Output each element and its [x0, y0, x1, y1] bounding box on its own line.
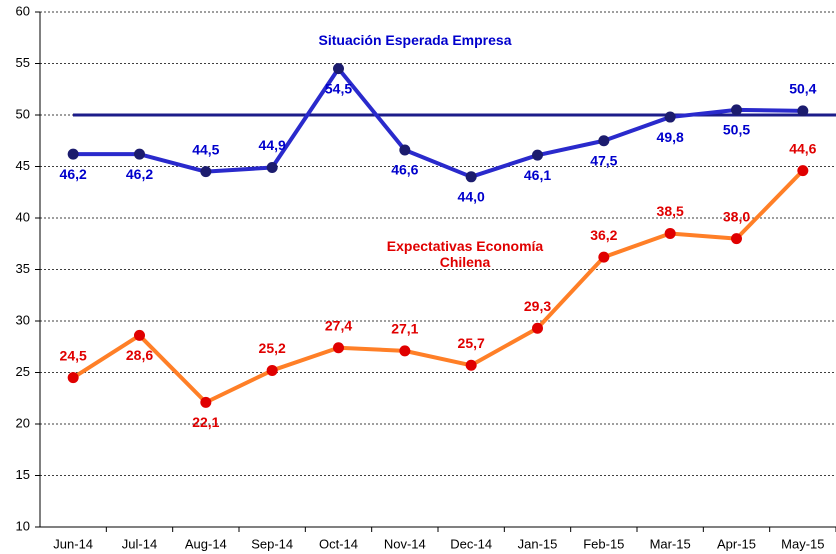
- marker: [532, 149, 543, 161]
- data-label: 27,4: [325, 317, 352, 333]
- y-tick-label: 55: [16, 55, 30, 70]
- data-label: 47,5: [590, 152, 617, 168]
- x-tick-label: Jun-14: [53, 536, 93, 551]
- marker: [200, 396, 212, 408]
- data-label: 46,6: [391, 162, 418, 178]
- series-line: [73, 66, 803, 179]
- y-tick-label: 35: [16, 261, 30, 276]
- x-tick-label: Apr-15: [717, 536, 756, 551]
- y-tick-label: 20: [16, 415, 30, 430]
- marker: [797, 165, 809, 177]
- marker: [399, 144, 411, 156]
- marker: [333, 342, 344, 354]
- marker: [532, 322, 543, 334]
- marker: [266, 364, 278, 376]
- marker: [797, 105, 809, 117]
- data-label: 54,5: [325, 80, 352, 96]
- series-label: Expectativas Economía Chilena: [386, 238, 544, 270]
- x-tick-label: Oct-14: [319, 536, 358, 551]
- data-label: 46,2: [126, 166, 153, 182]
- y-tick-label: 50: [16, 106, 30, 121]
- data-label: 44,5: [192, 141, 219, 157]
- series-line: [72, 169, 805, 405]
- data-label: 22,1: [192, 414, 219, 430]
- x-tick-label: Mar-15: [650, 536, 691, 551]
- marker: [67, 372, 79, 384]
- marker: [134, 148, 145, 160]
- y-tick-label: 45: [16, 158, 30, 173]
- data-label: 44,0: [458, 189, 485, 205]
- marker: [664, 111, 676, 123]
- marker: [134, 329, 145, 341]
- series-label: Situación Esperada Empresa: [318, 32, 512, 48]
- y-tick-label: 60: [16, 3, 30, 18]
- data-label: 27,1: [391, 321, 418, 337]
- data-label: 25,2: [259, 340, 286, 356]
- marker: [598, 135, 610, 147]
- y-tick-label: 40: [16, 209, 30, 224]
- x-tick-label: May-15: [781, 536, 824, 551]
- data-label: 38,0: [723, 208, 750, 224]
- x-tick-label: Jul-14: [122, 536, 157, 551]
- data-label: 25,7: [458, 335, 485, 351]
- data-label: 49,8: [657, 129, 684, 145]
- x-tick-label: Nov-14: [384, 536, 426, 551]
- marker: [598, 251, 610, 263]
- marker: [731, 233, 742, 245]
- data-label: 29,3: [524, 298, 551, 314]
- data-label: 46,2: [60, 166, 87, 182]
- data-label: 38,5: [657, 203, 684, 219]
- y-tick-label: 15: [16, 467, 30, 482]
- data-label: 44,6: [789, 140, 816, 156]
- marker: [67, 148, 79, 160]
- y-tick-label: 30: [16, 312, 30, 327]
- data-label: 50,4: [789, 81, 816, 97]
- x-tick-label: Aug-14: [185, 536, 227, 551]
- data-label: 28,6: [126, 347, 153, 363]
- data-label: 44,9: [259, 137, 286, 153]
- marker: [731, 104, 742, 116]
- marker: [465, 171, 477, 183]
- data-label: 50,5: [723, 122, 750, 138]
- marker: [266, 162, 278, 174]
- y-tick-label: 25: [16, 364, 30, 379]
- x-tick-label: Dec-14: [450, 536, 492, 551]
- marker: [200, 166, 212, 178]
- x-tick-label: Jan-15: [518, 536, 558, 551]
- marker: [465, 359, 477, 371]
- x-tick-label: Sep-14: [251, 536, 293, 551]
- data-label: 36,2: [590, 227, 617, 243]
- y-tick-label: 10: [16, 518, 30, 533]
- data-label: 24,5: [60, 347, 87, 363]
- marker: [399, 345, 411, 357]
- marker: [333, 63, 344, 75]
- x-tick-label: Feb-15: [583, 536, 624, 551]
- data-label: 46,1: [524, 167, 551, 183]
- marker: [664, 227, 676, 239]
